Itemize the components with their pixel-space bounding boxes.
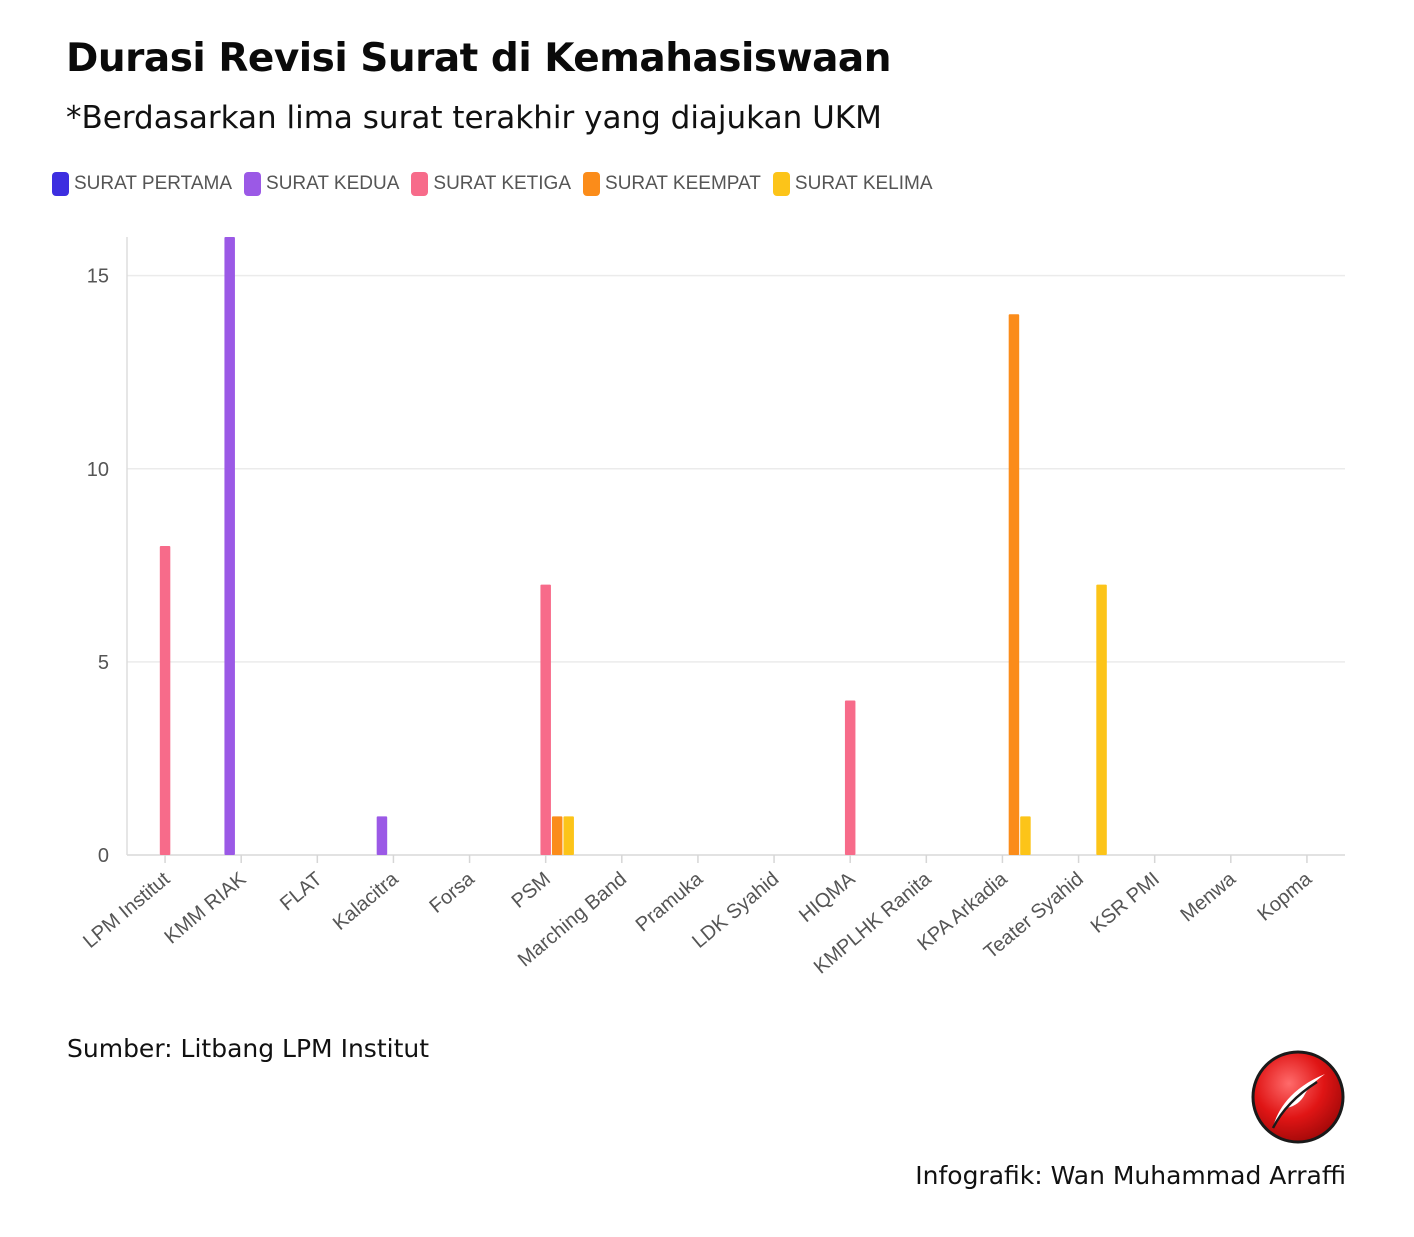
axes xyxy=(126,237,1308,863)
legend-swatch xyxy=(772,172,790,196)
legend-swatch xyxy=(583,172,601,196)
legend-label: SURAT KELIMA xyxy=(794,173,933,194)
bar xyxy=(376,816,388,855)
bar xyxy=(159,546,171,855)
bars xyxy=(159,237,1107,855)
legend-item: SURAT KELIMA xyxy=(772,172,933,196)
x-tick-label: Kalacitra xyxy=(329,867,403,934)
gridlines xyxy=(127,274,1345,856)
x-tick-label: Pramuka xyxy=(632,867,708,936)
legend: SURAT PERTAMA SURAT KEDUA SURAT KETIGA SURA… xyxy=(52,172,945,196)
legend-label: SURAT KETIGA xyxy=(433,173,572,194)
legend-label: SURAT PERTAMA xyxy=(74,173,233,194)
bar xyxy=(844,700,856,855)
x-tick-label: KSR PMI xyxy=(1087,868,1164,938)
x-tick-label: LPM Institut xyxy=(79,868,174,953)
legend-swatch xyxy=(52,172,69,196)
feather-logo-icon xyxy=(1251,1050,1345,1144)
legend-item: SURAT KETIGA xyxy=(411,172,571,196)
bar xyxy=(1008,314,1020,855)
legend-label: SURAT KEDUA xyxy=(266,173,400,194)
y-tick-label: 15 xyxy=(87,266,109,288)
y-tick-label: 5 xyxy=(98,652,109,674)
y-tick-label: 10 xyxy=(87,459,109,481)
legend-swatch xyxy=(244,172,262,196)
source-note: Sumber: Litbang LPM Institut xyxy=(67,1034,430,1063)
x-tick-label: Menwa xyxy=(1176,867,1240,926)
chart-subtitle: *Berdasarkan lima surat terakhir yang di… xyxy=(66,100,882,136)
x-tick-label: Kopma xyxy=(1253,867,1316,925)
legend-swatch xyxy=(411,172,429,196)
bar xyxy=(1020,816,1031,855)
x-tick-label: Forsa xyxy=(425,867,479,917)
legend-item: SURAT PERTAMA xyxy=(52,172,232,196)
x-tick-label: HIQMA xyxy=(795,868,860,927)
legend-item: SURAT KEEMPAT xyxy=(583,172,761,196)
credit-note: Infografik: Wan Muhammad Arraffi xyxy=(915,1161,1346,1190)
x-tick-label: FLAT xyxy=(276,868,326,915)
bar xyxy=(540,584,551,855)
x-tick-label: PSM xyxy=(508,868,555,913)
legend-item: SURAT KEDUA xyxy=(244,172,399,196)
legend-label: SURAT KEEMPAT xyxy=(605,173,761,194)
chart-title: Durasi Revisi Surat di Kemahasiswaan xyxy=(66,36,892,81)
bar xyxy=(551,816,563,855)
x-tick-label: KMM RIAK xyxy=(160,868,250,949)
bar xyxy=(1096,584,1107,855)
bar xyxy=(224,237,235,855)
y-tick-label: 0 xyxy=(98,845,109,867)
bar xyxy=(563,816,574,855)
